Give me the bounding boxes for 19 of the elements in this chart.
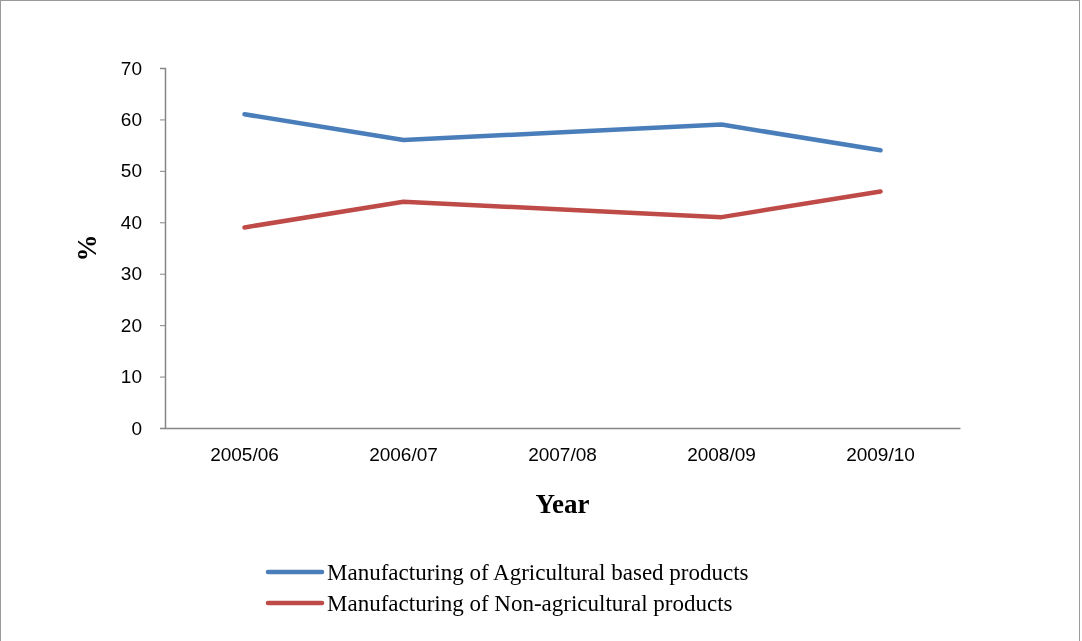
line-series [242, 112, 883, 153]
y-tick-label: 20 [120, 314, 142, 336]
x-tick-label: 2005/06 [210, 444, 279, 466]
x-tick-label: 2007/08 [528, 444, 597, 466]
y-tick-label: 30 [120, 263, 142, 285]
y-tick-label: 40 [120, 211, 142, 233]
y-tick-label: 0 [131, 417, 142, 439]
x-tick-label: 2008/09 [687, 444, 756, 466]
line-series [242, 189, 883, 230]
y-tick-label: 10 [120, 366, 142, 388]
x-axis-title: Year [535, 489, 590, 519]
y-tick-label: 70 [120, 57, 142, 79]
y-tick-label: 50 [120, 160, 142, 182]
x-tick-label: 2009/10 [846, 444, 915, 466]
legend-label: Manufacturing of Non-agricultural products [327, 591, 733, 616]
y-tick-label: 60 [120, 109, 142, 131]
y-axis-title: % [72, 234, 102, 262]
x-tick-label: 2006/07 [369, 444, 438, 466]
legend-label: Manufacturing of Agricultural based products [327, 560, 749, 585]
